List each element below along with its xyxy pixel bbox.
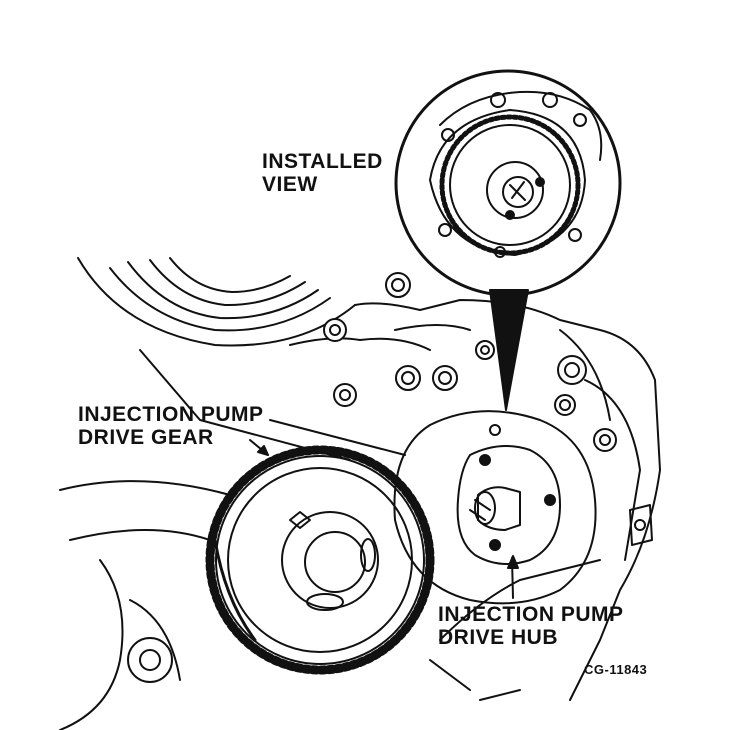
drive-hub-label: INJECTION PUMP DRIVE HUB	[438, 603, 624, 649]
installed-view-label: INSTALLED VIEW	[262, 150, 383, 196]
pump-flange	[393, 410, 597, 605]
drive-gear	[205, 445, 435, 675]
drive-hub-line2: DRIVE HUB	[438, 626, 559, 649]
upper-pulley	[77, 257, 356, 461]
figure-code: CG-11843	[584, 662, 648, 677]
drive-gear-line1: INJECTION PUMP	[78, 403, 264, 426]
drive-hub-shaft	[469, 486, 521, 531]
installed-view-line1: INSTALLED	[262, 150, 383, 173]
cover-bolts	[323, 272, 617, 452]
installed-view-inset	[394, 69, 622, 411]
leader-lines	[249, 419, 519, 599]
installed-view-line2: VIEW	[262, 173, 318, 196]
drive-hub-line1: INJECTION PUMP	[438, 603, 624, 626]
drive-gear-line2: DRIVE GEAR	[78, 426, 214, 449]
drive-gear-label: INJECTION PUMP DRIVE GEAR	[78, 403, 264, 449]
